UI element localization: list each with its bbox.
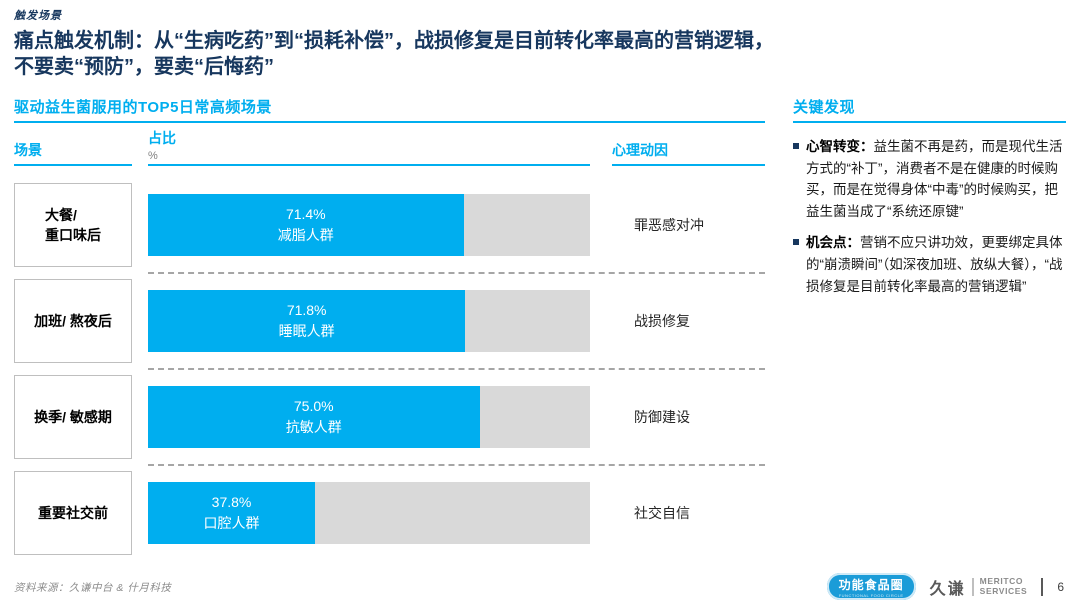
meritco-cn-text: 久谦 [929, 580, 966, 598]
scene-box: 大餐/ 重口味后 [14, 183, 132, 267]
meritco-logo: 久谦 MERITCO SERVICES [930, 575, 1028, 599]
bullet-body: 益生菌不再是药，而是现代生活方式的“补丁”，消费者不是在健康的时候购买，而是在觉… [806, 139, 1063, 219]
page-title-line1: 痛点触发机制：从“生病吃药”到“损耗补偿”，战损修复是目前转化率最高的营销逻辑， [14, 30, 774, 52]
psych-label: 罪恶感对冲 [634, 217, 704, 233]
chart-row-4: 重要社交前 37.8% 口腔人群 社交自信 [14, 470, 765, 556]
psych-label: 防御建设 [634, 409, 690, 425]
bar-track: 37.8% 口腔人群 [148, 482, 590, 544]
page-number-divider [1041, 577, 1044, 596]
bullet-square-icon [793, 143, 799, 149]
psych-label: 社交自信 [634, 505, 690, 521]
bar-group-label: 睡眠人群 [278, 323, 335, 339]
column-header-share: 占比 % [148, 128, 590, 166]
chart-row-1: 大餐/ 重口味后 71.4% 减脂人群 罪恶感对冲 [14, 182, 765, 268]
source-note: 资料来源：久谦中台 & 什月科技 [14, 582, 172, 594]
functional-food-circle-logo: 功能食品圈 FUNCTIONAL FOOD CIRCLE [826, 573, 916, 600]
insights-bullets: 心智转变：益生菌不再是药，而是现代生活方式的“补丁”，消费者不是在健康的时候购买… [793, 136, 1066, 297]
row-separator [148, 464, 765, 466]
bar-fill: 75.0% 抗敏人群 [148, 386, 480, 448]
scene-box: 重要社交前 [14, 471, 132, 555]
chart-section-title: 驱动益生菌服用的TOP5日常高频场景 [14, 96, 765, 123]
chart-column-headers: 场景 占比 % 心理动因 [14, 128, 765, 166]
bar-value-label: 75.0% [293, 398, 334, 414]
title-block: 触发场景 痛点触发机制：从“生病吃药”到“损耗补偿”，战损修复是目前转化率最高的… [14, 7, 1066, 81]
share-axis-label: 占比 [148, 130, 176, 146]
bullet-lead: 心智转变： [806, 139, 874, 154]
bar-track: 71.8% 睡眠人群 [148, 290, 590, 352]
eyebrow-label: 触发场景 [14, 10, 62, 22]
column-header-scene: 场景 [14, 140, 132, 166]
page-title-line2: 不要卖“预防”，要卖“后悔药” [14, 56, 274, 79]
row-separator [148, 272, 765, 274]
bar-value-label: 71.8% [286, 302, 327, 318]
insights-header: 关键发现 [793, 96, 1066, 123]
bar-group-label: 减脂人群 [277, 227, 334, 243]
bar-fill: 71.4% 减脂人群 [148, 194, 464, 256]
psych-label: 战损修复 [634, 313, 690, 329]
row-separator [148, 368, 765, 370]
bar-group-label: 抗敏人群 [285, 419, 342, 435]
bullet-square-icon [793, 239, 799, 246]
bullet-lead: 机会点： [806, 235, 860, 251]
meritco-en-line2: SERVICES [979, 585, 1028, 596]
bar-value-label: 71.4% [285, 206, 326, 222]
bar-track: 71.4% 减脂人群 [148, 194, 590, 256]
page-number: 6 [1057, 579, 1064, 594]
meritco-en-line1: MERITCO [979, 576, 1024, 587]
logo-primary-subtext: FUNCTIONAL FOOD CIRCLE [838, 593, 904, 598]
chart-row-2: 加班/ 熬夜后 71.8% 睡眠人群 战损修复 [14, 278, 765, 364]
insights-panel: 关键发现 心智转变：益生菌不再是药，而是现代生活方式的“补丁”，消费者不是在健康… [793, 96, 1066, 307]
insight-bullet-1: 心智转变：益生菌不再是药，而是现代生活方式的“补丁”，消费者不是在健康的时候购买… [793, 136, 1066, 222]
insight-bullet-2: 机会点：营销不应只讲功效，更要绑定具体的“崩溃瞬间”（如深夜加班、放纵大餐），“… [793, 232, 1066, 297]
bar-fill: 37.8% 口腔人群 [148, 482, 316, 544]
share-axis-unit: % [148, 150, 158, 162]
scene-box: 换季/ 敏感期 [14, 375, 132, 459]
chart-panel: 驱动益生菌服用的TOP5日常高频场景 场景 占比 % 心理动因 大餐/ 重口味后… [14, 96, 765, 556]
bar-group-label: 口腔人群 [203, 515, 260, 531]
footer-logos: 功能食品圈 FUNCTIONAL FOOD CIRCLE 久谦 MERITCO … [826, 573, 1064, 600]
logo-divider [971, 577, 974, 596]
bar-fill: 71.8% 睡眠人群 [148, 290, 466, 352]
column-header-psych: 心理动因 [612, 140, 765, 166]
scene-box: 加班/ 熬夜后 [14, 279, 132, 363]
bullet-body: 营销不应只讲功效，更要绑定具体的“崩溃瞬间”（如深夜加班、放纵大餐），“战损修复… [806, 235, 1063, 294]
logo-primary-text: 功能食品圈 [838, 578, 904, 592]
chart-row-3: 换季/ 敏感期 75.0% 抗敏人群 防御建设 [14, 374, 765, 460]
bar-value-label: 37.8% [211, 494, 252, 510]
bar-track: 75.0% 抗敏人群 [148, 386, 590, 448]
page-title: 痛点触发机制：从“生病吃药”到“损耗补偿”，战损修复是目前转化率最高的营销逻辑，… [14, 28, 1066, 81]
chart-rows: 大餐/ 重口味后 71.4% 减脂人群 罪恶感对冲 加班/ 熬夜后 71.8% … [14, 182, 765, 556]
